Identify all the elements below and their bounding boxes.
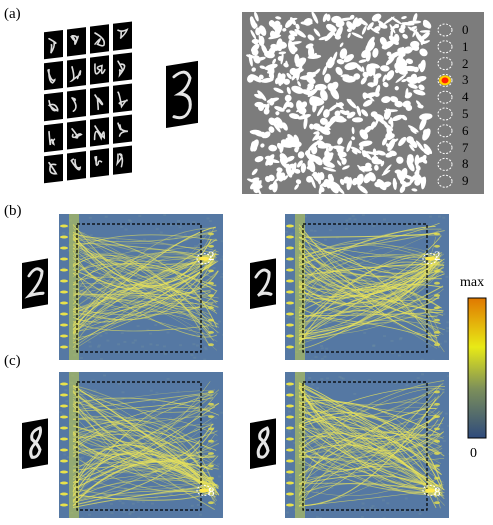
field-map-c-right [285,372,449,518]
dataset-digit-tile [113,21,132,51]
colorbar [467,297,487,439]
mask-detector-2 [437,57,453,71]
mask-detector-5 [437,107,453,121]
class-label-5: 5 [462,106,469,121]
dataset-digit-tile [113,83,132,113]
field-map-b-left [59,214,223,360]
mask-detector-6 [437,124,453,138]
dataset-digit-tile [67,120,86,150]
dataset-digit-tile [44,60,63,91]
colorbar-max-label: max [460,275,485,290]
class-label-8: 8 [462,156,469,171]
class-label-2: 2 [462,56,469,71]
class-label-1: 1 [462,39,469,54]
colorbar-min-label: 0 [470,446,477,461]
detector-label-b-right: 2 [434,248,441,263]
dataset-digit-tile [113,145,132,175]
dataset-digit-tile [44,122,63,153]
dataset-digit-tile [67,27,86,57]
dataset-digit-tile [90,55,109,85]
class-label-3: 3 [462,72,469,87]
dataset-digit-tile [67,58,86,88]
panel-label-a: (a) [4,6,21,22]
target-detector [196,253,212,265]
dataset-digit-tile [113,114,132,144]
detector-label-b-left: 2 [208,248,215,263]
dataset-digit-tile [90,117,109,147]
dataset-digit-tile [44,91,63,122]
detector-label-c-right: 8 [434,484,441,499]
mask-detector-7 [437,141,453,155]
mask-detector-4 [437,90,453,104]
mask-detector-1 [437,40,453,54]
dataset-digit-tile [90,86,109,116]
diffractive-mask [242,12,484,194]
class-label-7: 7 [462,140,469,155]
input-tile-c-left [22,418,48,469]
input-tile-b-left [22,258,48,309]
mask-detector-0 [437,23,453,37]
panel-label-b: (b) [4,203,22,219]
class-label-0: 0 [462,22,469,37]
digit-dataset-grid [44,21,132,184]
field-map-b-right [285,214,449,360]
dataset-digit-tile [44,153,63,184]
input-digit-image [166,60,198,128]
dataset-digit-tile [67,89,86,119]
dataset-digit-tile [67,151,86,181]
dataset-digit-tile [113,52,132,82]
class-label-6: 6 [462,123,469,138]
panel-label-c: (c) [4,353,21,369]
dataset-digit-tile [44,29,63,60]
input-tile-b-right [250,258,276,309]
class-label-9: 9 [462,173,469,188]
dataset-digit-tile [90,24,109,54]
input-tile-c-right [250,418,276,469]
class-label-4: 4 [462,89,469,104]
detector-label-c-left: 8 [208,484,215,499]
mask-detector-8 [437,157,453,171]
field-map-c-left [59,372,223,518]
dataset-digit-tile [90,148,109,178]
target-detector [422,253,438,265]
mask-detector-3 [437,73,453,87]
mask-detector-9 [437,174,453,188]
